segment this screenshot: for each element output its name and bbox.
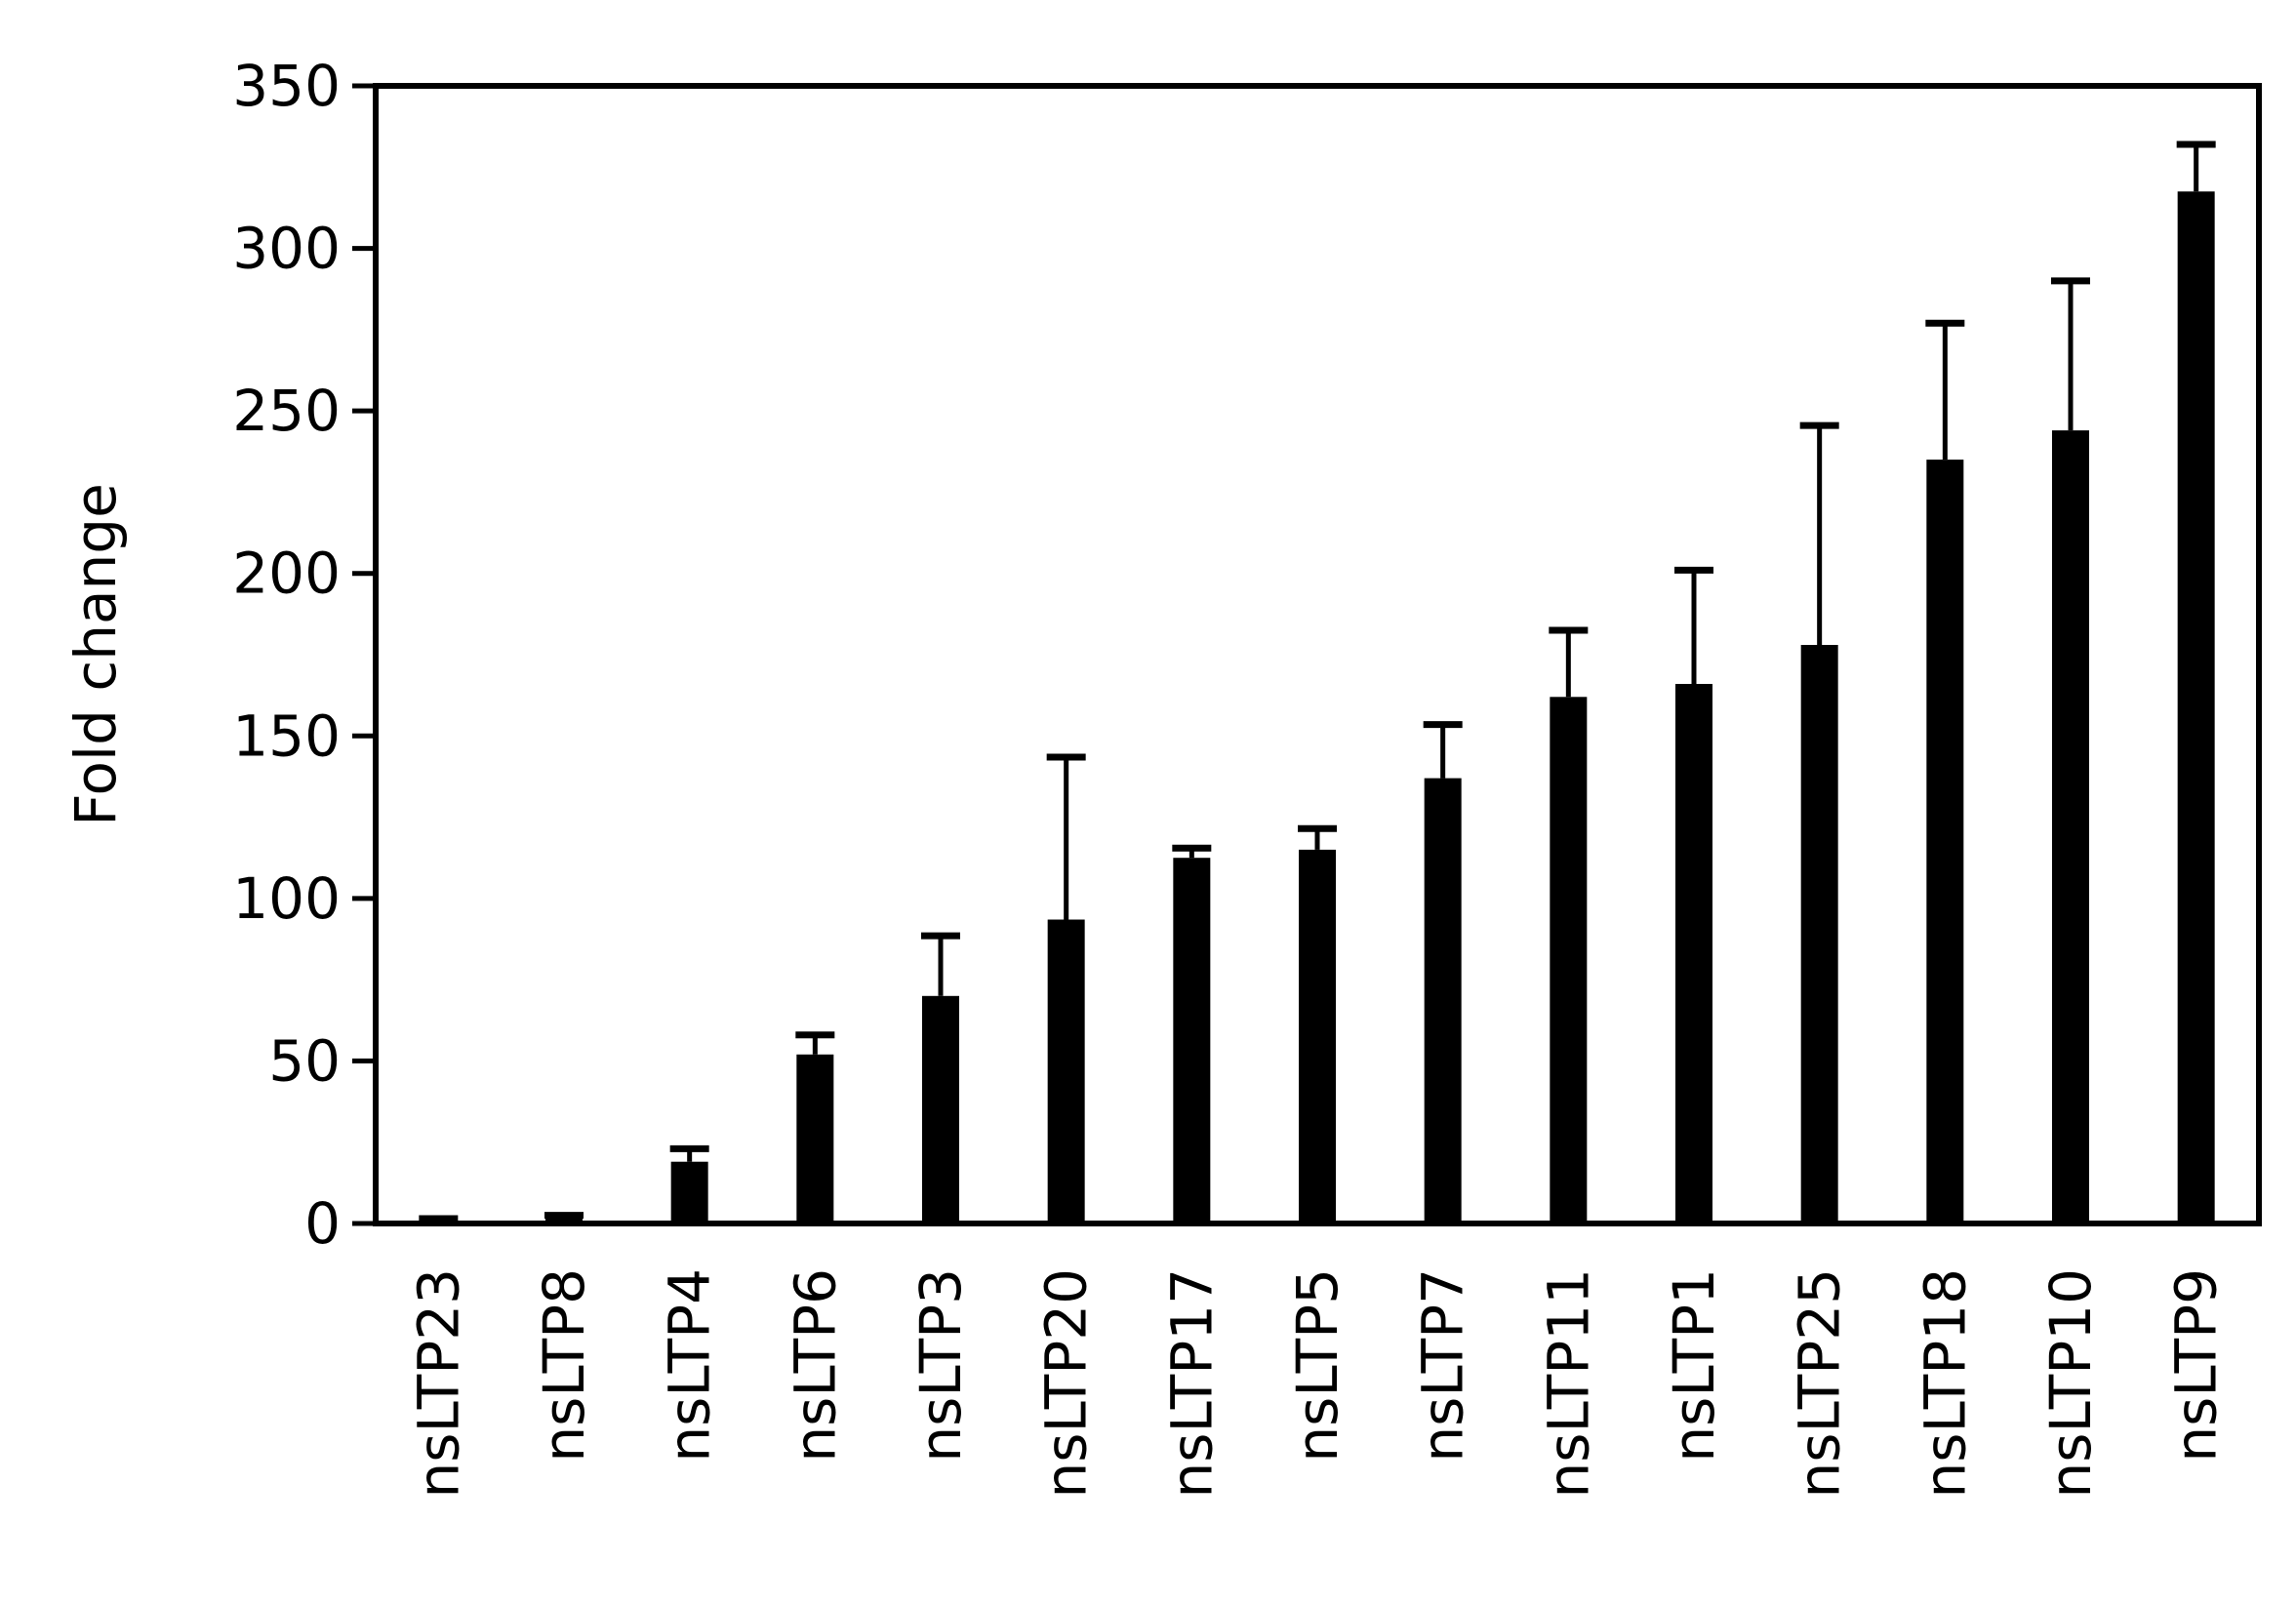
bar-nsLTP4 [670, 1161, 708, 1223]
x-tick-label: nsLTP11 [1535, 1268, 1601, 1499]
x-tick-label: nsLTP8 [531, 1268, 597, 1463]
y-tick-label: 200 [232, 541, 341, 607]
x-tick-label: nsLTP4 [657, 1268, 723, 1463]
bar-nsLTP5 [1299, 849, 1336, 1223]
bar-nsLTP25 [1800, 645, 1838, 1223]
bar-nsLTP9 [2177, 191, 2215, 1223]
x-tick-label: nsLTP20 [1033, 1268, 1100, 1499]
x-tick-label: nsLTP17 [1158, 1268, 1225, 1499]
x-tick-label: nsLTP3 [907, 1268, 974, 1463]
y-tick-label: 300 [232, 216, 341, 282]
y-axis-label: Fold change [62, 483, 129, 826]
x-tick-label: nsLTP6 [782, 1268, 848, 1463]
y-tick-label: 250 [232, 378, 341, 444]
x-tick-label: nsLTP10 [2037, 1268, 2104, 1499]
x-tick-label: nsLTP25 [1787, 1268, 1853, 1499]
bar-nsLTP8 [545, 1217, 583, 1223]
y-tick-label: 150 [232, 702, 341, 769]
x-tick-label: nsLTP23 [405, 1268, 471, 1499]
y-tick-label: 0 [304, 1190, 341, 1257]
bar-nsLTP18 [1926, 460, 1964, 1224]
bar-nsLTP10 [2052, 430, 2089, 1223]
y-tick-label: 100 [232, 865, 341, 932]
x-tick-label: nsLTP1 [1661, 1268, 1727, 1463]
y-tick-label: 350 [232, 53, 341, 119]
x-tick-label: nsLTP18 [1912, 1268, 1978, 1499]
x-tick-label: nsLTP9 [2163, 1268, 2230, 1463]
bar-nsLTP1 [1675, 683, 1712, 1223]
y-tick-label: 50 [268, 1027, 341, 1094]
x-tick-label: nsLTP7 [1410, 1268, 1476, 1463]
bar-nsLTP6 [796, 1054, 834, 1223]
bar-nsLTP3 [922, 995, 959, 1223]
bar-nsLTP17 [1173, 858, 1211, 1223]
bar-nsLTP7 [1424, 778, 1462, 1223]
bar-nsLTP20 [1047, 919, 1085, 1223]
plot-frame [373, 83, 2262, 1226]
bar-nsLTP11 [1550, 697, 1588, 1223]
x-tick-label: nsLTP5 [1284, 1268, 1350, 1463]
